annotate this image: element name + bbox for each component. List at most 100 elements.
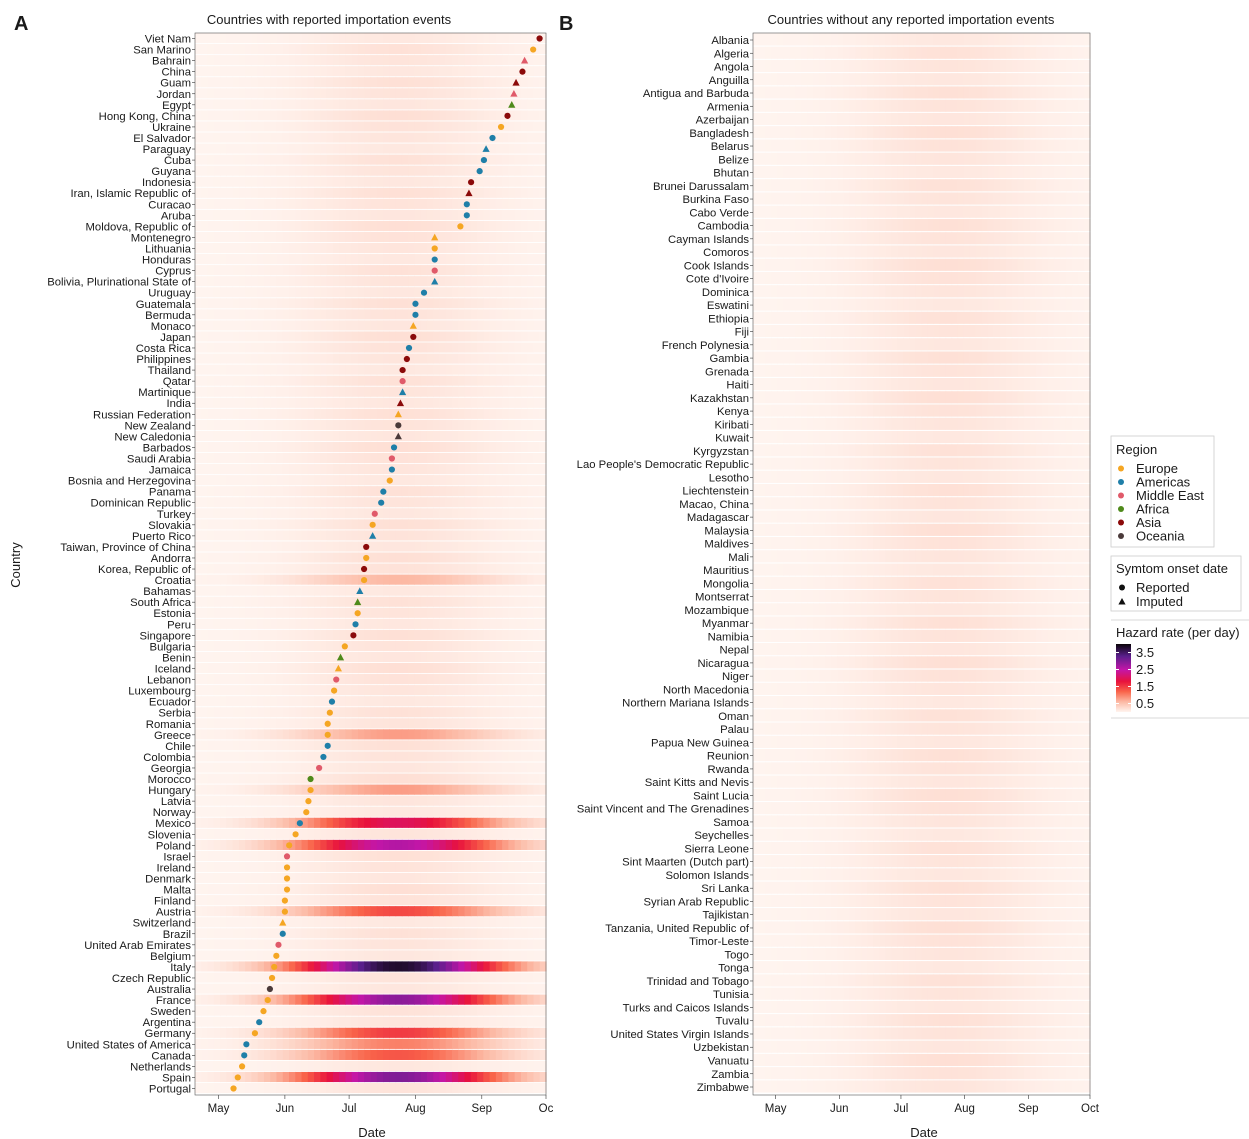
- hazard-cell: [383, 552, 390, 563]
- hazard-cell: [263, 397, 271, 408]
- hazard-cell: [527, 740, 535, 751]
- hazard-cell: [420, 740, 428, 751]
- hazard-cell: [395, 740, 403, 751]
- hazard-cell: [289, 486, 296, 497]
- hazard-cell: [295, 419, 303, 430]
- hazard-cell: [238, 629, 246, 640]
- hazard-cell: [257, 265, 265, 276]
- hazard-cell: [370, 375, 378, 386]
- hazard-cell: [207, 674, 215, 685]
- hazard-cell: [395, 773, 403, 784]
- hazard-cell: [495, 651, 503, 663]
- hazard-cell: [426, 530, 434, 541]
- hazard-cell: [426, 884, 434, 895]
- hazard-cell: [470, 143, 478, 154]
- hazard-cell: [201, 552, 209, 563]
- hazard-cell: [408, 497, 415, 508]
- hazard-cell: [357, 397, 365, 408]
- hazard-cell: [395, 486, 403, 497]
- hazard-cell: [533, 950, 541, 961]
- hazard-cell: [489, 486, 497, 497]
- hazard-cell: [257, 187, 265, 198]
- hazard-cell: [326, 231, 334, 243]
- hazard-cell: [370, 839, 378, 850]
- hazard-cell: [320, 651, 328, 663]
- hazard-cell: [470, 386, 478, 397]
- hazard-cell: [477, 839, 484, 850]
- hazard-cell: [370, 740, 378, 751]
- hazard-cell: [408, 154, 415, 165]
- hazard-cell: [207, 983, 215, 994]
- hazard-cell: [508, 618, 516, 629]
- hazard-cell: [270, 784, 278, 795]
- hazard-cell: [439, 563, 447, 574]
- hazard-cell: [539, 552, 547, 563]
- hazard-cell: [263, 220, 271, 232]
- hazard-cell: [257, 375, 265, 386]
- hazard-cell: [458, 430, 466, 442]
- hazard-cell: [433, 939, 441, 950]
- hazard-cell: [276, 121, 284, 132]
- hazard-cell: [201, 773, 209, 784]
- hazard-cell: [370, 983, 378, 994]
- hazard-cell: [195, 696, 202, 707]
- hazard-cell: [282, 165, 290, 176]
- hazard-cell: [470, 452, 478, 464]
- hazard-cell: [458, 519, 466, 530]
- hazard-cell: [351, 508, 359, 519]
- hazard-cell: [201, 165, 209, 176]
- hazard-cell: [395, 475, 403, 486]
- hazard-cell: [383, 209, 390, 220]
- hazard-cell: [483, 99, 491, 110]
- hazard-cell: [232, 375, 240, 386]
- hazard-cell: [370, 972, 378, 983]
- hazard-cell: [420, 685, 428, 696]
- hazard-cell: [357, 519, 365, 530]
- hazard-cell: [520, 519, 528, 530]
- hazard-cell: [414, 961, 422, 972]
- hazard-band: [195, 209, 547, 220]
- hazard-cell: [307, 430, 315, 442]
- hazard-cell: [433, 850, 441, 862]
- hazard-cell: [251, 530, 259, 541]
- hazard-cell: [332, 983, 340, 994]
- hazard-cell: [464, 928, 472, 939]
- hazard-cell: [276, 983, 284, 994]
- hazard-cell: [414, 265, 422, 276]
- hazard-cell: [307, 143, 315, 154]
- hazard-cell: [307, 475, 315, 486]
- hazard-cell: [451, 906, 459, 917]
- hazard-cell: [439, 906, 447, 917]
- hazard-cell: [420, 950, 428, 961]
- hazard-cell: [376, 452, 384, 464]
- hazard-cell: [357, 861, 365, 873]
- hazard-cell: [345, 839, 353, 850]
- hazard-cell: [520, 32, 528, 44]
- hazard-cell: [483, 242, 491, 254]
- hazard-cell: [276, 839, 284, 850]
- hazard-cell: [502, 574, 509, 585]
- hazard-cell: [213, 618, 221, 629]
- hazard-cell: [238, 939, 246, 950]
- hazard-cell: [470, 530, 478, 541]
- hazard-cell: [263, 508, 271, 519]
- hazard-cell: [514, 110, 522, 121]
- hazard-cell: [514, 88, 522, 99]
- hazard-cell: [445, 939, 453, 950]
- hazard-cell: [414, 850, 422, 862]
- hazard-cell: [495, 452, 503, 464]
- hazard-cell: [332, 32, 340, 44]
- hazard-cell: [213, 209, 221, 220]
- hazard-cell: [483, 530, 491, 541]
- hazard-cell: [520, 464, 528, 475]
- hazard-cell: [445, 640, 453, 652]
- hazard-cell: [376, 32, 384, 44]
- hazard-cell: [370, 475, 378, 486]
- hazard-cell: [213, 884, 221, 895]
- hazard-cell: [270, 397, 278, 408]
- hazard-cell: [339, 839, 347, 850]
- hazard-cell: [539, 707, 547, 718]
- hazard-cell: [383, 773, 390, 784]
- hazard-cell: [307, 209, 315, 220]
